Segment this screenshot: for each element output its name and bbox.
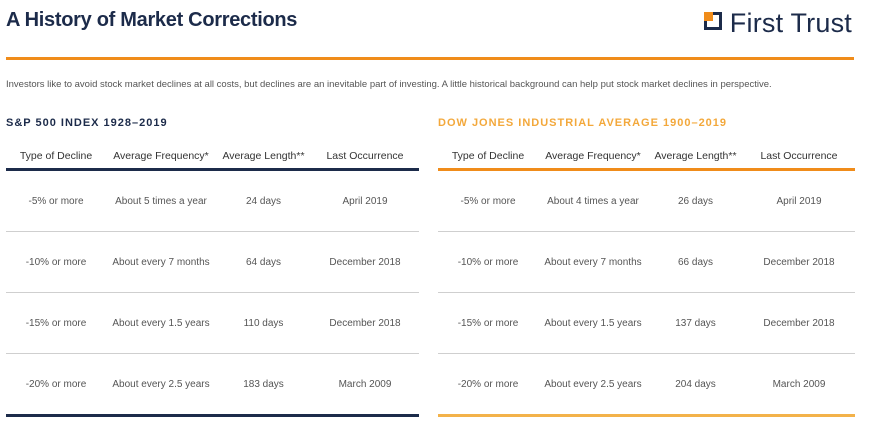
cell-frequency: About every 2.5 years	[112, 378, 210, 390]
col-last-occurrence: Last Occurrence	[326, 150, 404, 162]
cell-frequency: About 4 times a year	[547, 195, 639, 207]
cell-length: 24 days	[245, 195, 282, 207]
dow-rows: -5% or more About 4 times a year 26 days…	[438, 171, 855, 414]
cell-decline: -5% or more	[28, 195, 84, 207]
sp500-rows: -5% or more About 5 times a year 24 days…	[6, 171, 419, 414]
first-trust-logo: First Trust	[703, 8, 852, 38]
logo-text: First Trust	[729, 8, 852, 38]
cell-frequency: About 5 times a year	[115, 195, 207, 207]
dow-heading: DOW JONES INDUSTRIAL AVERAGE 1900–2019	[438, 117, 728, 129]
cell-decline: -10% or more	[25, 256, 87, 268]
cell-last-occurrence: December 2018	[763, 256, 835, 268]
cell-length: 66 days	[677, 256, 714, 268]
cell-last-occurrence: April 2019	[776, 195, 822, 207]
page-title: A History of Market Corrections	[6, 9, 298, 31]
table-row: -10% or more About every 7 months 64 day…	[6, 232, 419, 293]
cell-length: 110 days	[243, 317, 284, 329]
cell-frequency: About every 1.5 years	[112, 317, 210, 329]
table-row: -5% or more About 5 times a year 24 days…	[6, 171, 419, 232]
table-row: -5% or more About 4 times a year 26 days…	[438, 171, 855, 232]
col-type-of-decline: Type of Decline	[19, 150, 93, 162]
cell-decline: -15% or more	[25, 317, 87, 329]
cell-length: 137 days	[675, 317, 716, 329]
cell-frequency: About every 2.5 years	[544, 378, 642, 390]
sp500-header-rule	[6, 168, 419, 171]
cell-last-occurrence: April 2019	[342, 195, 388, 207]
table-row: -15% or more About every 1.5 years 110 d…	[6, 293, 419, 354]
dow-panel: DOW JONES INDUSTRIAL AVERAGE 1900–2019 T…	[438, 117, 855, 417]
col-average-length: Average Length**	[222, 150, 305, 162]
cell-decline: -5% or more	[460, 195, 516, 207]
cell-last-occurrence: March 2009	[772, 378, 826, 390]
table-row: -10% or more About every 7 months 66 day…	[438, 232, 855, 293]
cell-length: 204 days	[675, 378, 716, 390]
table-row: -15% or more About every 1.5 years 137 d…	[438, 293, 855, 354]
cell-frequency: About every 1.5 years	[544, 317, 642, 329]
cell-length: 183 days	[243, 378, 284, 390]
intro-text: Investors like to avoid stock market dec…	[6, 79, 772, 90]
dow-header-rule	[438, 168, 855, 171]
sp500-bottom-rule	[6, 414, 419, 417]
sp500-column-headers: Type of Decline Average Frequency* Avera…	[6, 147, 419, 165]
header-divider	[6, 57, 854, 60]
cell-decline: -10% or more	[457, 256, 519, 268]
cell-length: 64 days	[245, 256, 282, 268]
table-row: -20% or more About every 2.5 years 204 d…	[438, 354, 855, 414]
cell-decline: -20% or more	[457, 378, 519, 390]
cell-decline: -15% or more	[457, 317, 519, 329]
sp500-heading: S&P 500 INDEX 1928–2019	[6, 117, 168, 129]
cell-last-occurrence: March 2009	[338, 378, 392, 390]
logo-square-icon	[703, 12, 726, 34]
sp500-panel: S&P 500 INDEX 1928–2019 Type of Decline …	[6, 117, 419, 417]
table-row: -20% or more About every 2.5 years 183 d…	[6, 354, 419, 414]
cell-last-occurrence: December 2018	[763, 317, 835, 329]
dow-bottom-rule	[438, 414, 855, 417]
col-type-of-decline: Type of Decline	[451, 150, 525, 162]
col-average-frequency: Average Frequency*	[113, 150, 209, 162]
cell-frequency: About every 7 months	[544, 256, 642, 268]
cell-frequency: About every 7 months	[112, 256, 210, 268]
dow-column-headers: Type of Decline Average Frequency* Avera…	[438, 147, 855, 165]
col-last-occurrence: Last Occurrence	[760, 150, 838, 162]
col-average-frequency: Average Frequency*	[545, 150, 641, 162]
cell-decline: -20% or more	[25, 378, 87, 390]
cell-last-occurrence: December 2018	[329, 317, 401, 329]
col-average-length: Average Length**	[654, 150, 737, 162]
cell-length: 26 days	[677, 195, 714, 207]
cell-last-occurrence: December 2018	[329, 256, 401, 268]
